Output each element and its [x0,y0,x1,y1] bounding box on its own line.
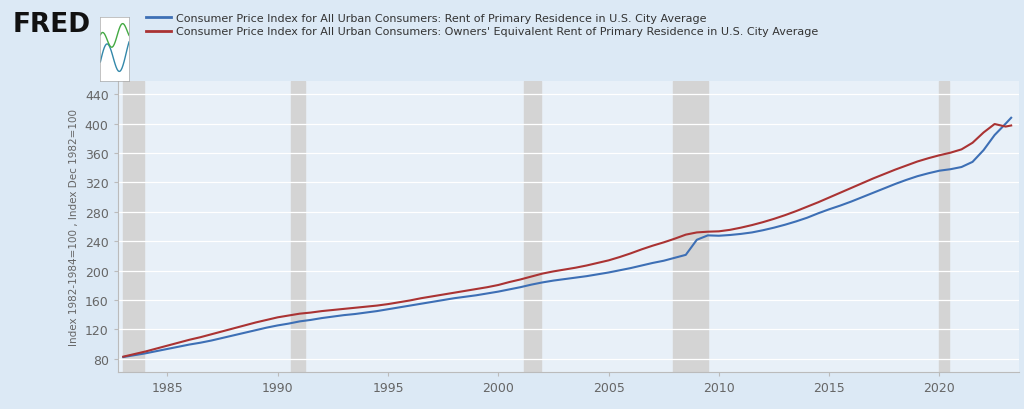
Bar [673,82,708,372]
Bar [123,82,143,372]
Bar [939,82,948,372]
Bar [291,82,305,372]
Y-axis label: Index 1982-1984=100 , Index Dec 1982=100: Index 1982-1984=100 , Index Dec 1982=100 [70,109,79,345]
Legend: Consumer Price Index for All Urban Consumers: Rent of Primary Residence in U.S. : Consumer Price Index for All Urban Consu… [141,10,823,42]
Bar [524,82,541,372]
Text: FRED: FRED [12,12,90,38]
